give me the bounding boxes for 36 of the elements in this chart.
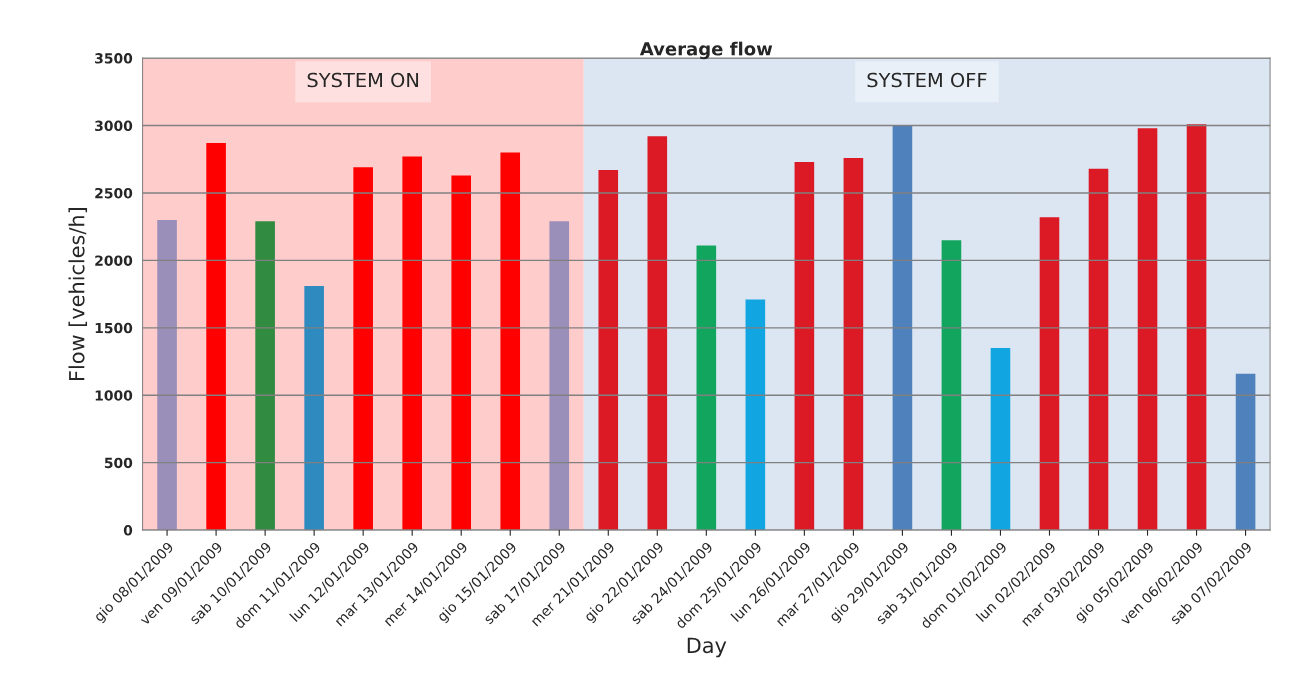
y-tick-label: 2500	[95, 187, 133, 199]
bar	[794, 161, 815, 531]
bar	[206, 143, 226, 531]
bar	[696, 245, 717, 531]
y-tick-label: 2000	[95, 255, 133, 266]
bar	[1088, 168, 1109, 531]
y-axis-title: Flow [vehicles/h]	[68, 208, 88, 380]
bar	[745, 299, 766, 531]
bar	[353, 167, 373, 531]
bar	[598, 170, 619, 531]
bar	[892, 125, 913, 531]
bar	[1186, 124, 1207, 531]
bar	[549, 221, 570, 531]
bar	[1137, 128, 1158, 531]
bar	[304, 286, 324, 531]
band-label: SYSTEM ON	[307, 72, 419, 88]
bar	[157, 219, 177, 531]
bar	[647, 136, 668, 531]
bar	[500, 152, 521, 531]
bar	[255, 221, 275, 531]
x-axis-title: Day	[687, 637, 727, 658]
y-tick-label: 3000	[95, 120, 133, 132]
band-label: SYSTEM OFF	[867, 72, 987, 88]
bar	[941, 240, 962, 531]
y-tick-label: 1500	[95, 322, 133, 334]
y-tick-label: 3500	[95, 53, 133, 64]
bar	[451, 175, 472, 531]
bar	[843, 157, 864, 531]
bar	[1039, 217, 1060, 531]
chart-title: Average flow	[639, 41, 773, 60]
bar	[990, 348, 1011, 531]
y-tick-label: 0	[123, 525, 133, 536]
y-tick-label: 1000	[95, 390, 133, 401]
bar	[1235, 373, 1256, 531]
y-tick-label: 500	[104, 457, 133, 469]
bar	[402, 156, 422, 531]
